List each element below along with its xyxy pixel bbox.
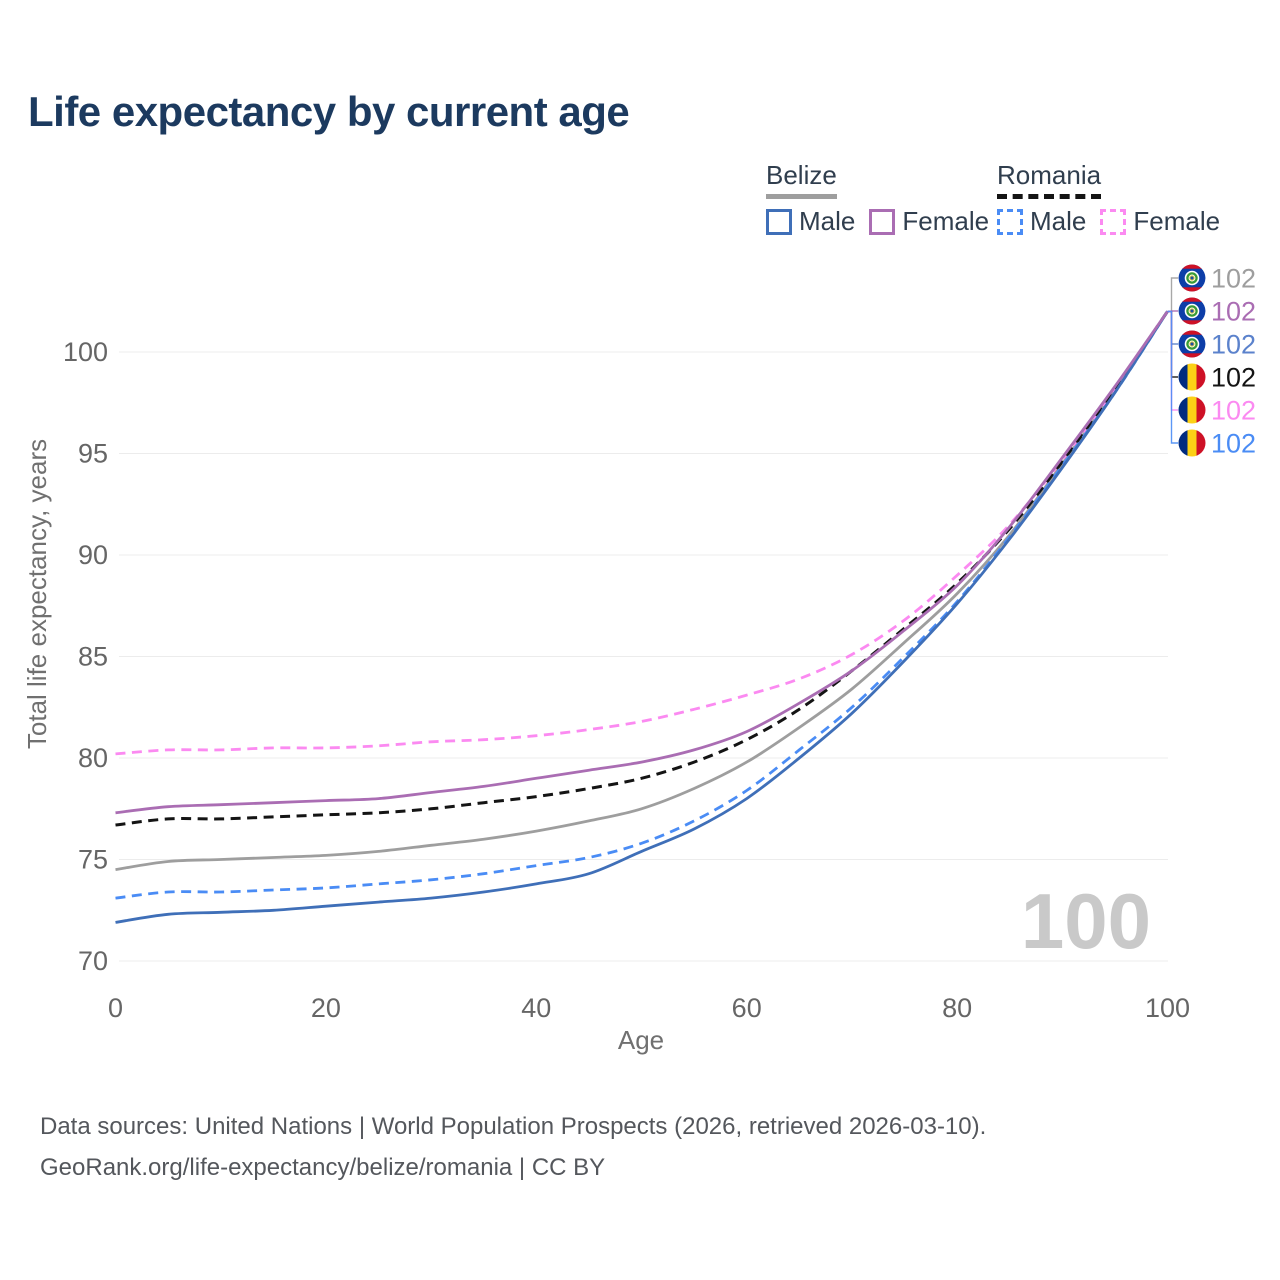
x-tick-label: 20 — [311, 993, 341, 1023]
legend-item-label: Female — [1133, 206, 1221, 236]
gridlines — [119, 351, 1168, 962]
y-tick-label: 80 — [78, 743, 108, 773]
legend-item-belize-female[interactable]: Female — [869, 206, 989, 237]
legend-country-romania[interactable]: Romania — [997, 160, 1102, 199]
series-line-belize-female[interactable] — [115, 310, 1169, 815]
legend-group-romania: Romania Male Female — [997, 160, 1220, 237]
legend: Belize Male Female Romania Male — [0, 160, 1280, 240]
y-axis-title: Total life expectancy, years — [22, 439, 52, 749]
end-value-label: 102 — [1211, 363, 1256, 393]
age-watermark: 100 — [1021, 877, 1151, 965]
romania-female-swatch — [1100, 208, 1127, 235]
series-line-belize-male[interactable] — [115, 310, 1169, 924]
series-line-belize-both[interactable] — [115, 310, 1169, 871]
end-value-label: 102 — [1211, 297, 1256, 327]
legend-item-label: Female — [902, 206, 990, 236]
legend-group-belize: Belize Male Female — [766, 160, 989, 237]
series-lines — [115, 310, 1169, 924]
y-tick-label: 70 — [78, 946, 108, 976]
belize-male-swatch — [766, 208, 792, 235]
x-tick-label: 40 — [521, 993, 551, 1023]
belize-female-swatch — [869, 208, 896, 235]
y-tick-label: 85 — [78, 642, 108, 672]
romania-flag-icon — [1178, 363, 1206, 391]
legend-country-belize[interactable]: Belize — [766, 160, 837, 199]
data-sources-note: Data sources: United Nations | World Pop… — [40, 1106, 986, 1188]
y-tick-label: 90 — [78, 540, 108, 570]
series-line-romania-female[interactable] — [115, 310, 1169, 756]
y-tick-label: 100 — [63, 337, 108, 367]
belize-flag-icon — [1178, 264, 1206, 292]
end-value-label: 102 — [1211, 429, 1256, 459]
legend-item-label: Male — [799, 206, 856, 236]
legend-item-romania-female[interactable]: Female — [1100, 206, 1220, 237]
x-tick-label: 80 — [942, 993, 972, 1023]
legend-item-belize-male[interactable]: Male — [766, 206, 855, 237]
end-value-label: 102 — [1211, 396, 1256, 426]
end-label-connector — [1167, 310, 1178, 444]
end-label-connector — [1167, 310, 1178, 411]
end-value-label: 102 — [1211, 330, 1256, 360]
axis-ticks: 70 75 80 85 90 95 100 0 20 40 60 80 100 Age Total life… — [22, 337, 1190, 1055]
x-tick-label: 60 — [732, 993, 762, 1023]
end-value-label: 102 — [1211, 264, 1256, 294]
end-label-connector — [1167, 277, 1178, 313]
legend-item-romania-male[interactable]: Male — [997, 206, 1086, 237]
x-tick-label: 0 — [108, 993, 123, 1023]
end-label-connector — [1167, 310, 1178, 345]
x-axis-title: Age — [618, 1025, 664, 1055]
y-tick-label: 95 — [78, 439, 108, 469]
y-tick-label: 75 — [78, 845, 108, 875]
belize-flag-icon — [1178, 297, 1206, 325]
legend-item-label: Male — [1030, 206, 1087, 236]
data-sources-line: Data sources: United Nations | World Pop… — [40, 1113, 987, 1140]
romania-flag-icon — [1178, 396, 1206, 424]
romania-male-swatch — [997, 208, 1023, 235]
romania-flag-icon — [1178, 429, 1206, 457]
x-tick-label: 100 — [1145, 993, 1190, 1023]
chart-title: Life expectancy by current age — [28, 88, 630, 135]
belize-flag-icon — [1178, 330, 1206, 358]
attribution-line: GeoRank.org/life-expectancy/belize/roman… — [40, 1154, 606, 1181]
